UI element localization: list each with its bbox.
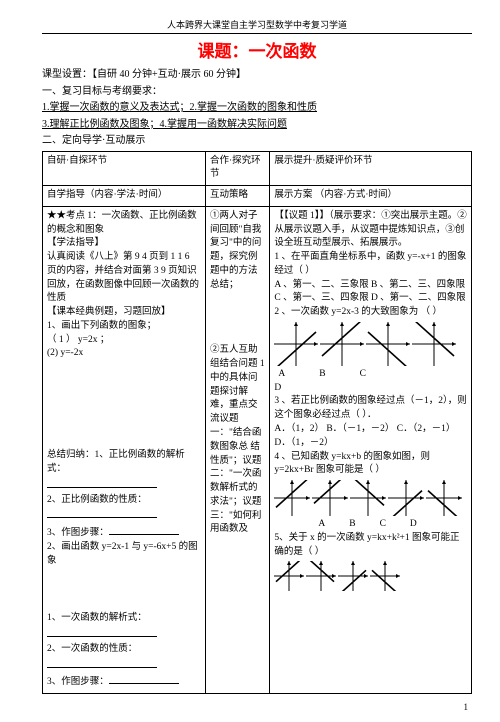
lbl-b: B bbox=[319, 368, 325, 382]
lbl-a: A bbox=[278, 368, 285, 382]
lbl-c: C bbox=[360, 368, 366, 382]
chart-q2-a bbox=[274, 322, 318, 366]
chart-q5-a bbox=[274, 561, 304, 591]
q4-lbl-a: A bbox=[318, 518, 325, 532]
lp1: ★★考点 1：一次函数、正比例函数的概念和图象 bbox=[47, 210, 201, 238]
lbl-d: D bbox=[274, 383, 281, 393]
doc-header: 人本跨界大课堂自主学习型数学中考复习学道 bbox=[42, 18, 472, 31]
s3: 3、作图步骤： bbox=[47, 528, 109, 538]
q4-labels: A B C D bbox=[274, 518, 467, 532]
q1-intro: 1 、在平面直角坐标系中，函数 y=-x+1 的图象经过（ ） bbox=[274, 251, 467, 279]
page-number: 1 bbox=[42, 702, 472, 712]
t2: 2、一次函数的性质： bbox=[47, 643, 201, 657]
q2-intro: 2 、一次函数 y=2x-3 的大致图象为 （ ） bbox=[274, 306, 467, 320]
q5-charts bbox=[274, 561, 467, 591]
blank-6 bbox=[109, 673, 179, 684]
sub-1: 自学指导（内容·学法·时间） bbox=[43, 186, 206, 207]
left-cell: ★★考点 1：一次函数、正比例函数的概念和图象 【学法指导】 认真阅读《八上》第… bbox=[43, 206, 206, 693]
sub-2: 互动策略 bbox=[206, 186, 270, 207]
lp6: （ 1 ） y=2x ； bbox=[47, 334, 201, 348]
chart-q2-b bbox=[320, 322, 364, 366]
q1c: C 、第一、三、四象限 D 、第一、二、四象限 bbox=[274, 292, 467, 306]
q4-lbl-b: B bbox=[349, 518, 355, 532]
q1a: A 、第一、二、三象限 B 、第二、三、四象限 bbox=[274, 279, 467, 293]
chart-q2-d bbox=[412, 322, 456, 366]
q2-labels: A B C bbox=[274, 368, 467, 382]
lp4: 【课本经典例题，习题回放】 bbox=[47, 306, 201, 320]
t1: 1、一次函数的解析式： bbox=[47, 612, 201, 626]
q2-charts bbox=[274, 322, 467, 366]
lp3: 认真阅读《八上》第 9 4 页到 1 1 6 页的内容，并结合对面第 3 9 页… bbox=[47, 251, 201, 306]
blank-4 bbox=[47, 626, 157, 637]
mid-cell: ①两人对子间回顾"自我复习"中的问题，探究例题中的方法总结； ②五人互助组结合问… bbox=[206, 206, 270, 693]
header-rule bbox=[42, 33, 472, 34]
s4: 2、画出函数 y=2x-1 与 y=-6x+5 的图象 bbox=[47, 541, 201, 569]
r1: 【【议题 1】】（展示要求：①突出展示主题。②从展示议题入手，从议题中提炼知识点… bbox=[274, 210, 467, 251]
lp5: 1、画出下列函数的图象； bbox=[47, 320, 201, 334]
q4-lbl-d: D bbox=[410, 518, 417, 532]
blank-2 bbox=[47, 507, 157, 518]
spacer-m1 bbox=[210, 292, 265, 344]
hdr-1: 自研·自探环节 bbox=[43, 151, 206, 186]
blank-3 bbox=[109, 524, 179, 535]
q4-lbl-c: C bbox=[380, 518, 386, 532]
title-prefix: 课题： bbox=[198, 42, 249, 61]
right-cell: 【【议题 1】】（展示要求：①突出展示主题。②从展示议题入手，从议题中提炼知识点… bbox=[270, 206, 472, 693]
lp7: (2) y=-2x bbox=[47, 347, 201, 361]
sum-hdr: 总结归纳：1、正比例函数的解析式： bbox=[47, 449, 201, 477]
chart-q5-d bbox=[370, 561, 400, 591]
chart-q4-d bbox=[426, 480, 462, 516]
m2: ②五人互助组结合问题 1 中的具体问题探讨解难，重点交流议题一："结合函数图象总… bbox=[210, 344, 265, 537]
chart-q2-c bbox=[366, 322, 410, 366]
sub-3: 展示方案 （内容·方式·时间） bbox=[270, 186, 472, 207]
blank-1 bbox=[47, 477, 157, 488]
goals-header: 一、复习目标与考纲要求： bbox=[42, 85, 472, 100]
page-title: 课题：一次函数 bbox=[42, 37, 472, 62]
s2: 2、正比例函数的性质： bbox=[47, 494, 201, 508]
goal-1: 1.掌握一次函数的意义及表达式；2.掌握一次函数的图象和性质 bbox=[42, 101, 472, 116]
lbl-d-row: D bbox=[274, 382, 467, 396]
title-main: 一次函数 bbox=[249, 42, 317, 61]
chart-q4-ref bbox=[274, 480, 310, 516]
content-table: 自研·自探环节 合作·探究环节 展示提升·质疑评价环节 自学指导（内容·学法·时… bbox=[42, 151, 472, 695]
lp2: 【学法指导】 bbox=[47, 237, 201, 251]
hdr-2: 合作·探究环节 bbox=[206, 151, 270, 186]
pre-block: 课型设置：【自研 40 分钟+互动·展示 60 分钟】 一、复习目标与考纲要求：… bbox=[42, 68, 472, 149]
chart-q5-c bbox=[338, 561, 368, 591]
chart-q4-b bbox=[350, 480, 386, 516]
spacer-1 bbox=[47, 361, 201, 449]
chart-q4-c bbox=[388, 480, 424, 516]
chart-q5-b bbox=[306, 561, 336, 591]
blank-5 bbox=[47, 657, 157, 668]
goal-2: 3.理解正比例函数及图象；4.掌握用一函数解决实际问题 bbox=[42, 118, 472, 133]
q4: 4 、已知函数 y=kx+b 的图象如图，则 y=2kx+Br 图象可能是（ ） bbox=[274, 451, 467, 479]
q5: 5、关于 x 的一次函数 y=kx+k²+1 图象可能正确的是（ ） bbox=[274, 532, 467, 560]
t3: 3、作图步骤： bbox=[47, 677, 109, 687]
section-2: 二、定向导学·互动展示 bbox=[42, 134, 472, 149]
chart-q4-a bbox=[312, 480, 348, 516]
m1: ①两人对子间回顾"自我复习"中的问题，探究例题中的方法总结； bbox=[210, 210, 265, 293]
spacer-2 bbox=[47, 568, 201, 612]
q4-charts bbox=[274, 480, 467, 516]
q3: 3 、若正比例函数的图象经过点（－1，2），则这个图象必经过点（ ）． bbox=[274, 395, 467, 423]
hdr-3: 展示提升·质疑评价环节 bbox=[270, 151, 472, 186]
q3opts: A．（1，2） B．（－1，－2） C．（2，－1） D．（1，－2） bbox=[274, 423, 467, 451]
setup-line: 课型设置：【自研 40 分钟+互动·展示 60 分钟】 bbox=[42, 68, 472, 83]
